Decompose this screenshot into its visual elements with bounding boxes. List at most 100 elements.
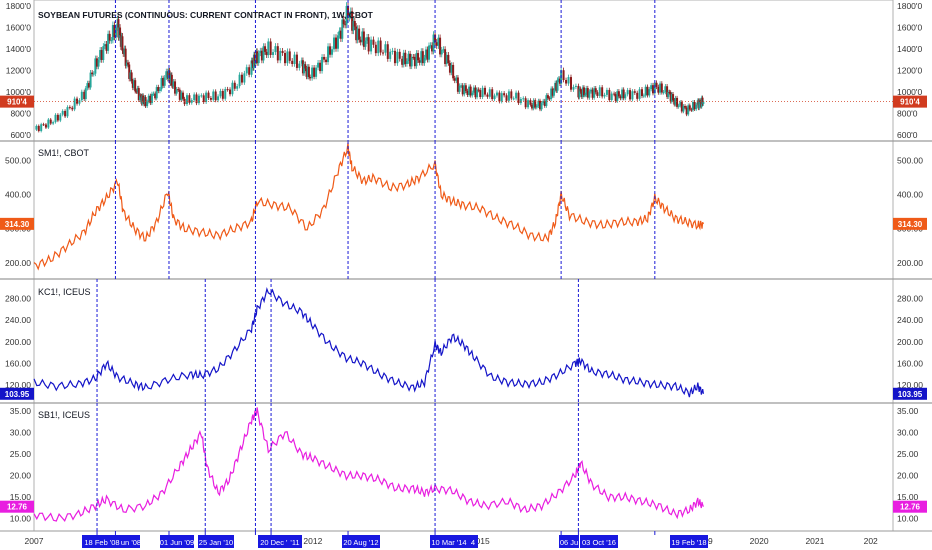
series-line — [33, 407, 704, 522]
candle-body — [572, 86, 575, 90]
marker-label-bg — [468, 535, 478, 548]
candle-body — [274, 46, 277, 53]
candle-body — [519, 99, 522, 104]
candle-body — [150, 93, 153, 104]
candle-body — [431, 45, 434, 52]
y-axis-tick-label-left: 15.00 — [10, 492, 32, 502]
candle-body — [666, 86, 669, 97]
y-axis-tick-label-left: 30.00 — [10, 428, 32, 438]
candle-body — [651, 85, 654, 94]
candle-body — [682, 106, 685, 112]
candle-body — [642, 95, 645, 97]
candle-body — [130, 72, 133, 82]
pane-title-soybean: SOYBEAN FUTURES (CONTINUOUS: CURRENT CON… — [38, 10, 373, 20]
candle-body — [644, 86, 647, 96]
candle-body — [372, 39, 375, 45]
y-axis-tick-label-left: 120.00 — [5, 380, 31, 390]
candle-body — [154, 93, 157, 99]
last-value-label-left-bg — [0, 387, 34, 400]
candle-body — [669, 92, 672, 102]
marker-label: 01 Jun '09 — [160, 538, 194, 547]
candle-body — [577, 85, 580, 98]
candle-body — [348, 15, 351, 18]
candle-body — [138, 95, 141, 100]
candle-body — [636, 92, 639, 99]
candle-body — [452, 64, 455, 79]
last-value-label-right: 910'4 — [900, 98, 920, 107]
y-axis-tick-label-left: 600'0 — [10, 130, 31, 140]
candle-body — [468, 86, 471, 95]
marker-label-bg — [122, 535, 140, 548]
marker-label-bg — [430, 535, 468, 548]
candle-body — [107, 33, 110, 51]
y-axis-tick-label-left: 500.00 — [5, 156, 31, 166]
candle-body — [272, 52, 275, 55]
candle-body — [471, 92, 474, 96]
candle-body — [621, 89, 624, 99]
candle-body — [680, 102, 683, 112]
candle-body — [100, 50, 103, 60]
series-line — [33, 287, 704, 398]
candle-body — [435, 42, 438, 46]
candle-body — [407, 53, 410, 62]
marker-label: un '08 — [121, 538, 141, 547]
candle-body — [355, 26, 358, 41]
candle-body — [550, 88, 553, 100]
y-axis-tick-label-left: 160.00 — [5, 358, 31, 368]
candle-body — [588, 91, 591, 98]
candle-body — [84, 88, 87, 100]
candle-body — [515, 92, 518, 99]
candle-body — [667, 91, 670, 97]
last-value-label-left-bg — [0, 95, 34, 108]
y-axis-tick-label-left: 35.00 — [10, 406, 32, 416]
candle-body — [349, 11, 352, 16]
candle-body — [313, 67, 316, 77]
candle-body — [147, 95, 150, 102]
y-axis-tick-label-right: 600'0 — [897, 130, 918, 140]
candle-body — [86, 83, 89, 89]
candle-body — [479, 90, 482, 98]
candle-body — [608, 89, 611, 101]
candle-body — [460, 85, 463, 87]
candle-body — [458, 85, 461, 92]
candle-body — [524, 98, 527, 108]
candle-body — [444, 49, 447, 64]
candle-body — [650, 85, 653, 90]
candle-body — [291, 60, 294, 64]
candle-body — [311, 67, 314, 79]
candle-body — [108, 33, 111, 41]
candle-body — [359, 39, 362, 43]
candle-body — [488, 89, 491, 97]
candle-body — [265, 51, 268, 56]
candle-body — [336, 35, 339, 49]
candle-body — [157, 87, 160, 92]
candle-body — [142, 95, 145, 102]
candle-body — [377, 40, 380, 54]
candle-body — [690, 109, 693, 111]
candle-body — [353, 21, 356, 27]
last-value-label-right-bg — [893, 217, 927, 230]
candle-body — [484, 87, 487, 95]
candle-body — [149, 95, 152, 104]
candle-body — [619, 96, 622, 99]
candle-body — [182, 92, 185, 99]
candle-body — [412, 56, 415, 58]
candle-body — [646, 86, 649, 96]
candle-body — [624, 94, 627, 99]
last-value-label-right: 103.95 — [898, 390, 923, 399]
candle-body — [124, 48, 127, 66]
candle-body — [648, 89, 651, 96]
candle-body — [410, 56, 413, 67]
candle-body — [447, 54, 450, 64]
candle-body — [580, 91, 583, 97]
candle-body — [426, 49, 429, 60]
time-axis-tick-label: 2020 — [750, 536, 769, 546]
candle-body — [233, 82, 236, 89]
marker-label: 4 — [471, 538, 475, 547]
candle-body — [195, 94, 198, 104]
candle-body — [562, 70, 565, 81]
marker-label: 20 Dec '10 — [260, 538, 296, 547]
candle-body — [405, 61, 408, 64]
candle-body — [319, 62, 322, 72]
candle-body — [40, 124, 43, 132]
